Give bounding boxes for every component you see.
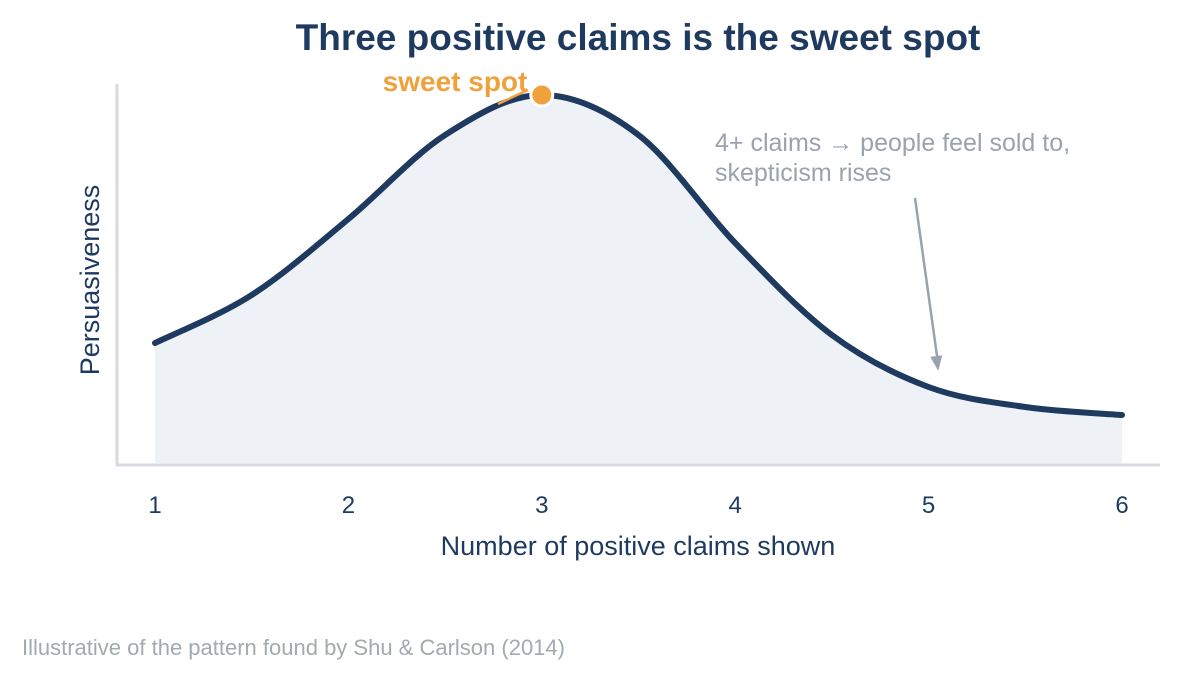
skepticism-annotation-line-2: skepticism rises	[715, 159, 891, 187]
x-tick-label: 5	[922, 492, 935, 519]
sweet-spot-marker	[529, 82, 555, 108]
skepticism-annotation-line-1: 4+ claims → people feel sold to,	[715, 129, 1070, 157]
area-fill	[155, 95, 1122, 463]
chart-title: Three positive claims is the sweet spot	[296, 17, 981, 58]
skepticism-arrow-head	[930, 355, 943, 371]
x-axis-label: Number of positive claims shown	[441, 531, 836, 561]
x-tick-label: 6	[1115, 492, 1128, 519]
skepticism-annotation: 4+ claims → people feel sold to, skeptic…	[715, 129, 1077, 187]
footnote: Illustrative of the pattern found by Shu…	[22, 635, 565, 660]
x-tick-label: 3	[535, 492, 548, 519]
sweet-spot-leader-line	[497, 88, 529, 106]
x-tick-labels: 1 2 3 4 5 6	[148, 492, 1128, 519]
y-axis-label: Persuasiveness	[75, 185, 105, 376]
x-tick-label: 2	[342, 492, 355, 519]
x-tick-label: 4	[729, 492, 742, 519]
skepticism-arrow	[913, 197, 940, 366]
sweet-spot-label: sweet spot	[383, 66, 528, 97]
x-tick-label: 1	[148, 492, 161, 519]
series-line	[152, 92, 1125, 418]
